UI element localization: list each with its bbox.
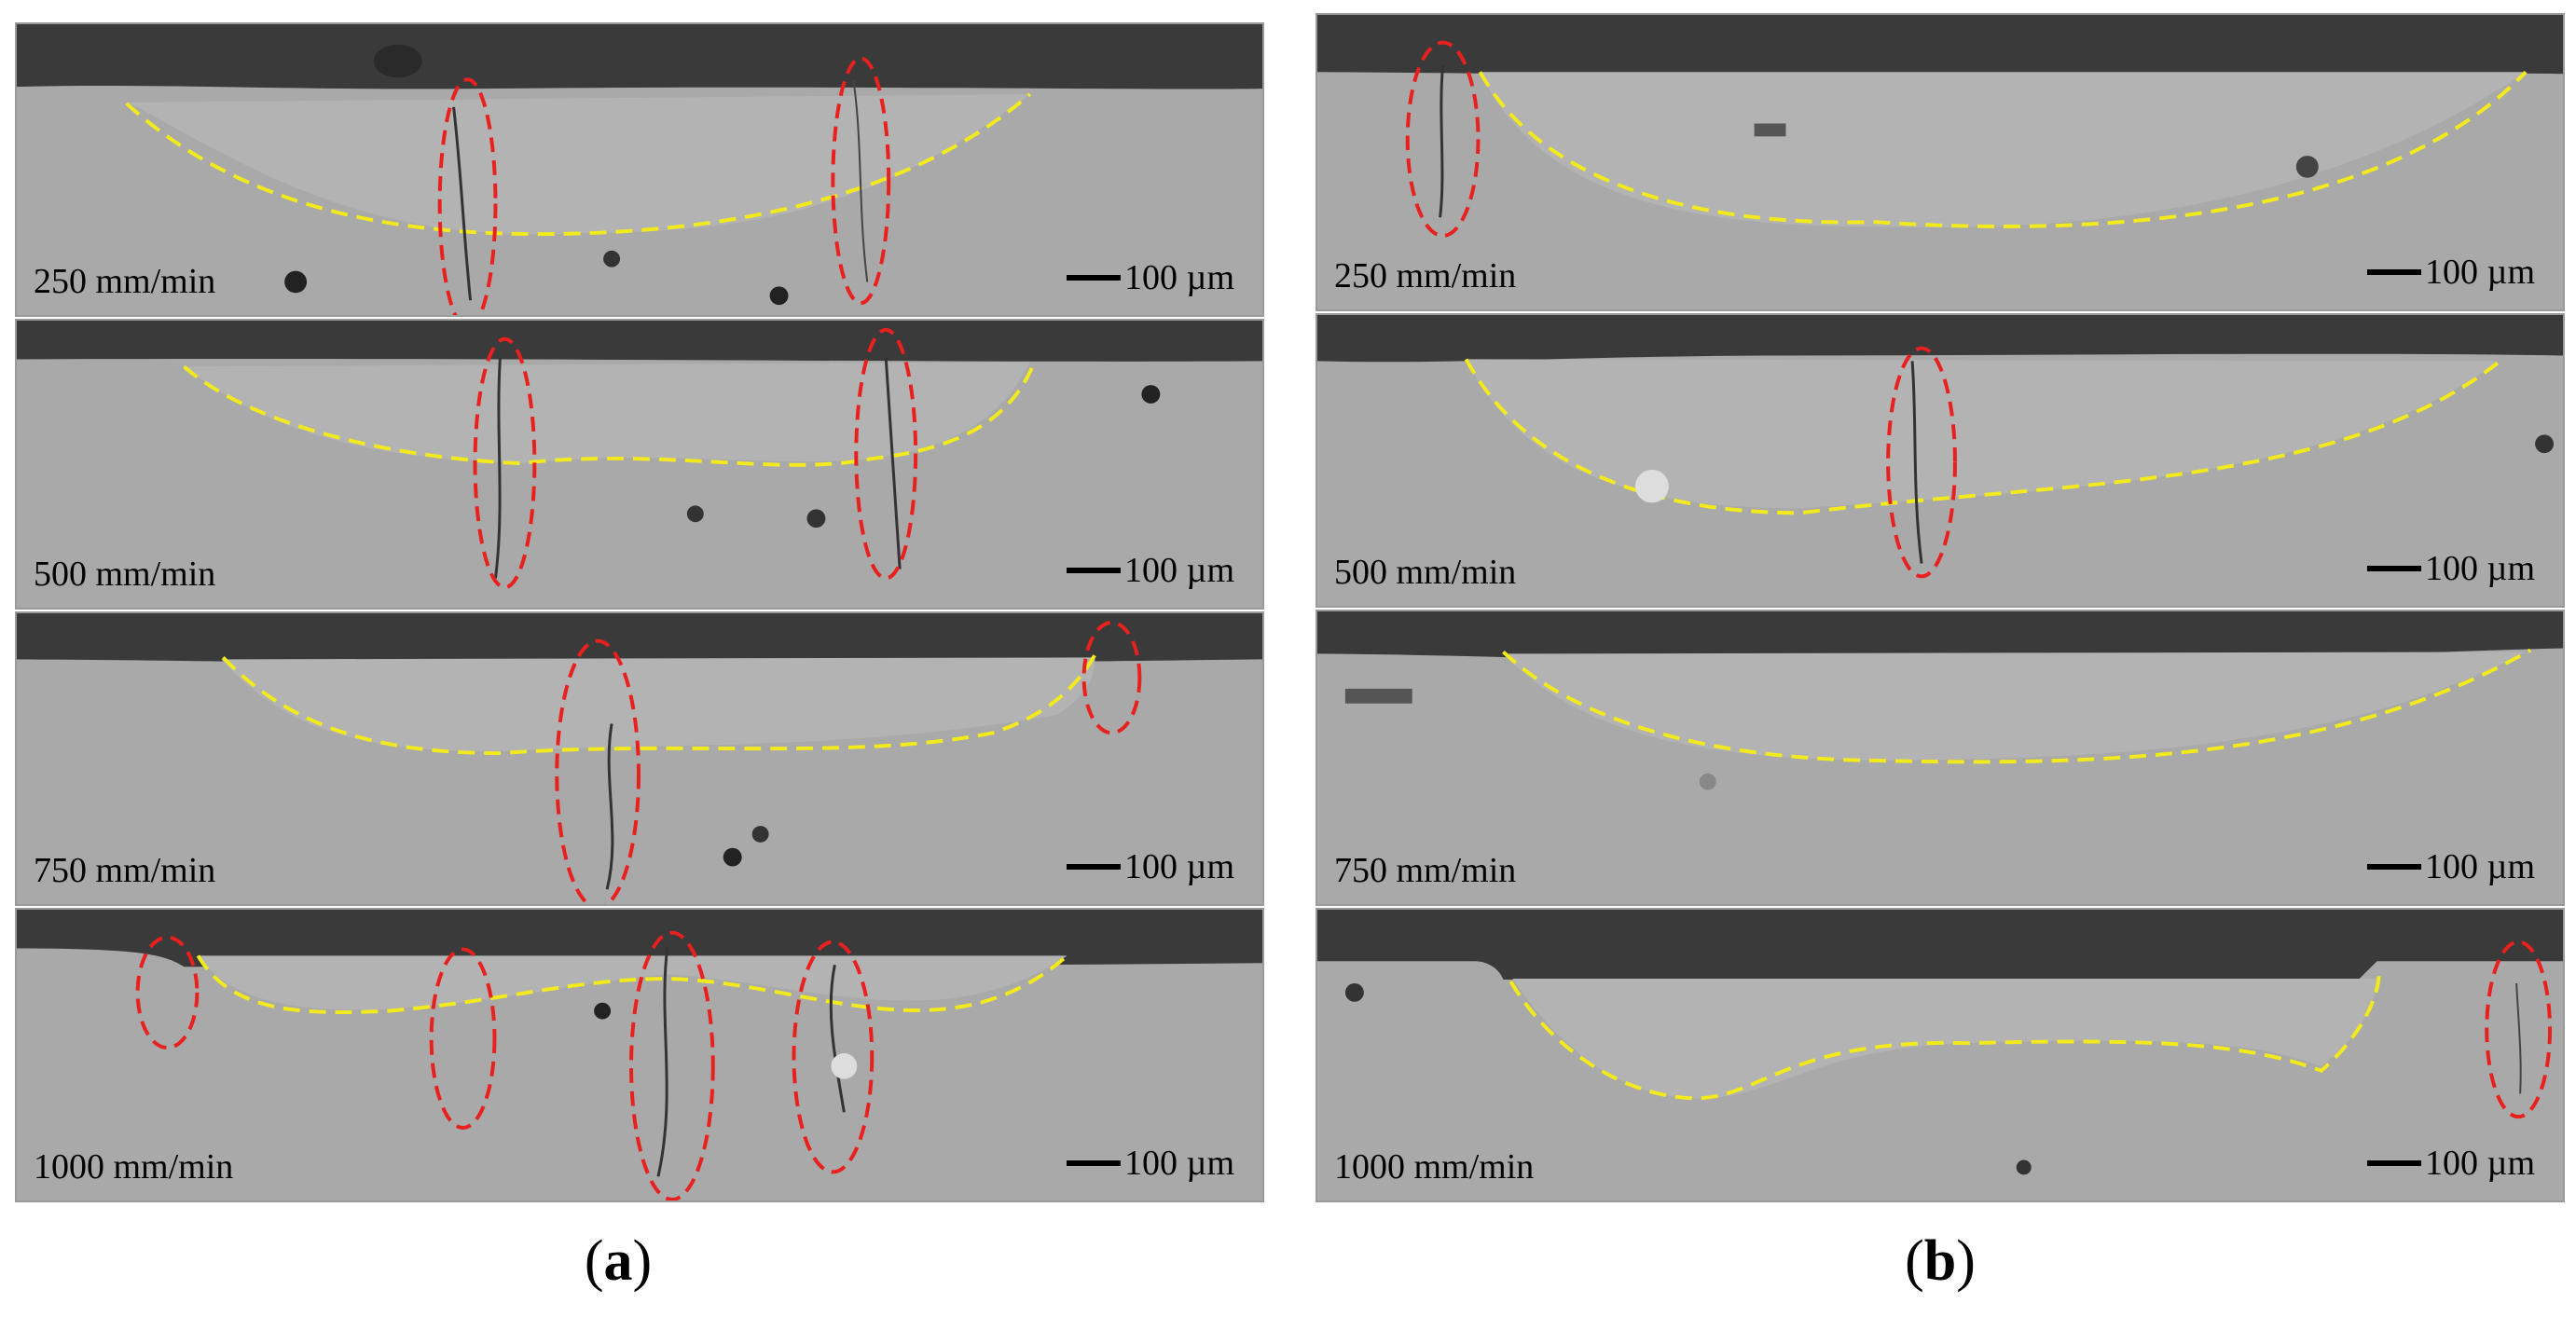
caption-a: (a)	[525, 1228, 711, 1295]
speed-label: 1000 mm/min	[1334, 1147, 1535, 1187]
scale-bar-label: 100 µm	[1124, 551, 1234, 590]
micrograph-image	[17, 910, 1262, 1200]
scale-bar-label: 100 µm	[1124, 1144, 1234, 1183]
micrograph-panel: 500 mm/min 100 µm	[15, 319, 1264, 610]
micrograph-image	[17, 321, 1262, 608]
caption-close: )	[1956, 1229, 1976, 1293]
micrograph-panel: 250 mm/min 100 µm	[15, 22, 1264, 317]
caption-open: (	[584, 1229, 604, 1293]
caption-letter: b	[1923, 1229, 1957, 1293]
scale-bar: 100 µm	[2367, 846, 2535, 887]
scale-bar: 100 µm	[1067, 846, 1234, 887]
speed-label: 500 mm/min	[34, 555, 216, 594]
micrograph-image	[1317, 611, 2563, 904]
speed-label: 750 mm/min	[1334, 851, 1517, 890]
speed-label: 250 mm/min	[1334, 256, 1517, 295]
micrograph-image	[1317, 315, 2563, 606]
scale-bar-label: 100 µm	[2425, 253, 2535, 292]
micrograph-panel: 250 mm/min 100 µm	[1316, 13, 2565, 311]
speed-label: 750 mm/min	[34, 851, 216, 890]
speed-label: 250 mm/min	[34, 262, 216, 301]
micrograph-panel: 500 mm/min 100 µm	[1316, 313, 2565, 608]
caption-b: (b)	[1847, 1228, 2033, 1295]
scale-bar-line	[1067, 568, 1122, 573]
micrograph-panel: 1000 mm/min 100 µm	[15, 908, 1264, 1202]
micrograph-panel: 1000 mm/min 100 µm	[1316, 908, 2565, 1202]
scale-bar-label: 100 µm	[1124, 258, 1234, 297]
micrograph-image	[17, 24, 1262, 315]
scale-bar-line	[2367, 864, 2422, 870]
scale-bar-line	[2367, 269, 2422, 275]
scale-bar-line	[1067, 275, 1122, 281]
caption-open: (	[1905, 1229, 1924, 1293]
scale-bar-label: 100 µm	[2425, 1144, 2535, 1183]
micrograph-image	[17, 613, 1262, 904]
scale-bar: 100 µm	[2367, 1143, 2535, 1184]
scale-bar: 100 µm	[2367, 548, 2535, 589]
scale-bar-label: 100 µm	[1124, 847, 1234, 886]
scale-bar-line	[2367, 1160, 2422, 1166]
micrograph-image	[1317, 15, 2563, 309]
speed-label: 500 mm/min	[1334, 553, 1517, 592]
caption-close: )	[632, 1229, 653, 1293]
scale-bar: 100 µm	[1067, 1143, 1234, 1184]
scale-bar: 100 µm	[1067, 550, 1234, 591]
micrograph-image	[1317, 910, 2563, 1200]
micrograph-panel: 750 mm/min 100 µm	[1316, 610, 2565, 906]
scale-bar-line	[1067, 864, 1122, 870]
scale-bar: 100 µm	[2367, 252, 2535, 293]
scale-bar-label: 100 µm	[2425, 847, 2535, 886]
scale-bar: 100 µm	[1067, 257, 1234, 298]
scale-bar-line	[2367, 566, 2422, 571]
speed-label: 1000 mm/min	[34, 1147, 234, 1187]
scale-bar-label: 100 µm	[2425, 549, 2535, 588]
caption-letter: a	[603, 1229, 633, 1293]
micrograph-panel: 750 mm/min 100 µm	[15, 611, 1264, 906]
scale-bar-line	[1067, 1160, 1122, 1166]
